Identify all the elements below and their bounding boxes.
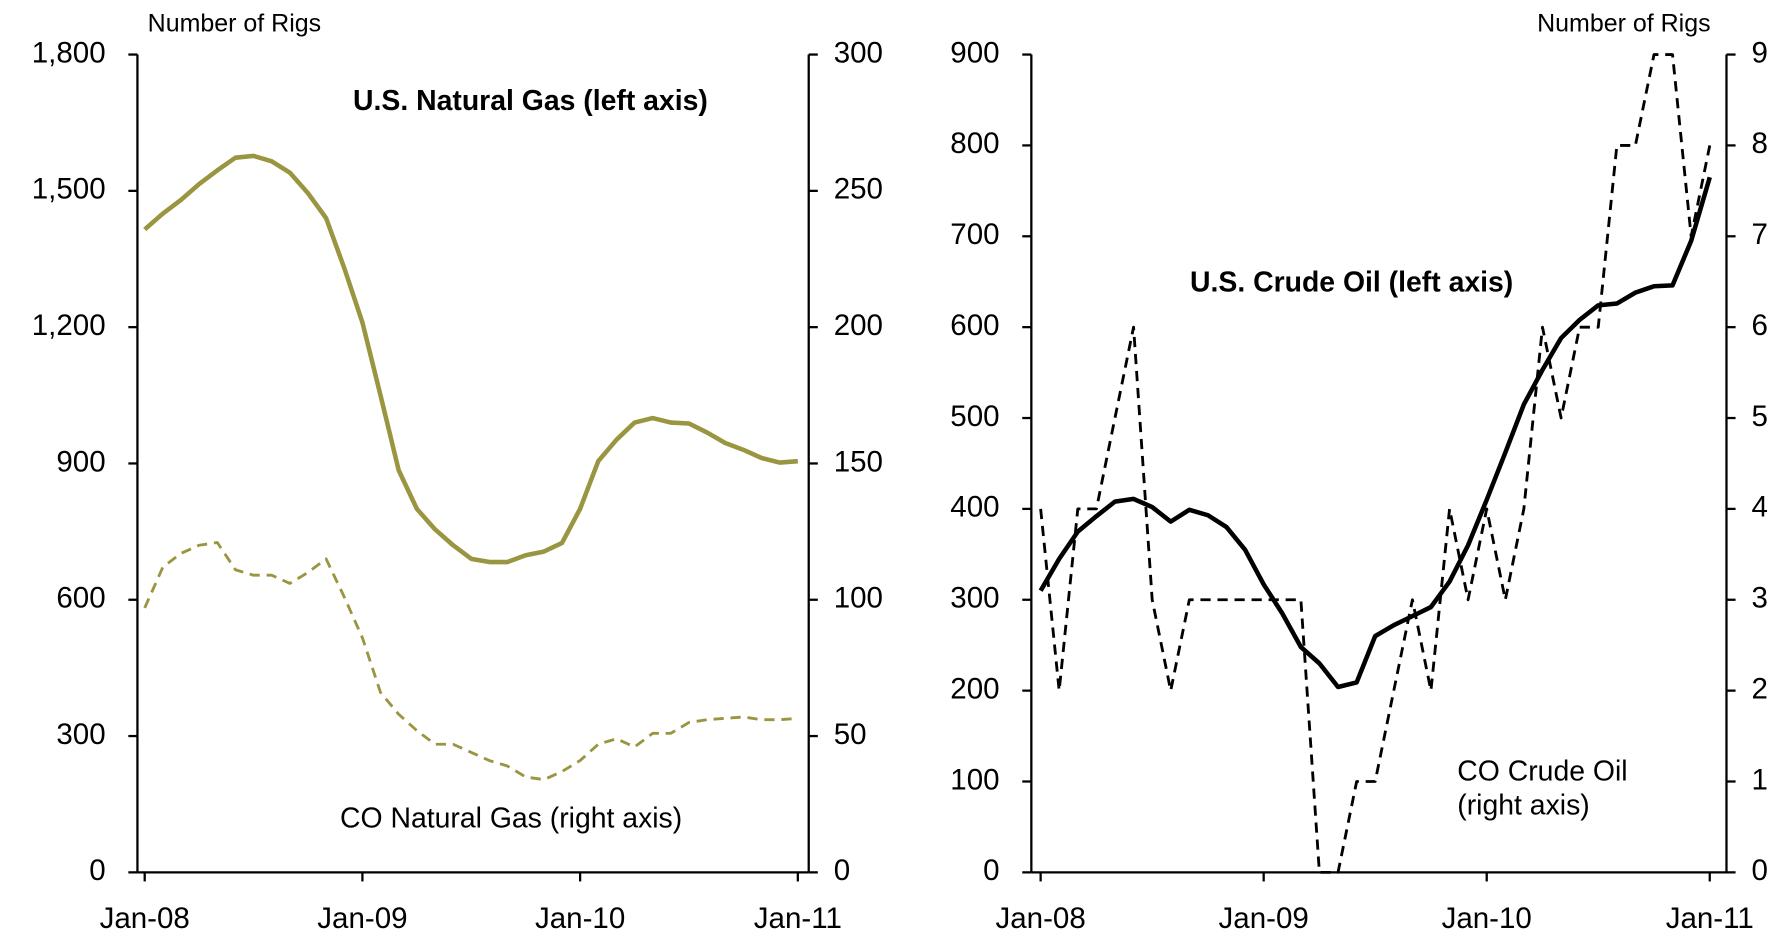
y-tick-label: 0: [983, 854, 999, 887]
y2-tick-label: 0: [1751, 854, 1767, 887]
x-tick-label: Jan-08: [996, 902, 1086, 935]
y2-tick-label: 150: [834, 445, 883, 478]
y-tick-label: 1,200: [32, 309, 106, 342]
series-line: [1038, 176, 1712, 690]
y-tick-label: 1,500: [32, 173, 106, 206]
y-tick-label: 300: [950, 582, 999, 615]
x-tick-label: Jan-10: [1442, 902, 1532, 935]
y2-tick-label: 100: [834, 582, 883, 615]
y-tick-label: 900: [56, 445, 105, 478]
y2-tick-label: 6: [1751, 309, 1767, 342]
y-tick-label: 900: [950, 36, 999, 69]
y-tick-label: 1,800: [32, 36, 106, 69]
y2-tick-label: 300: [834, 36, 883, 69]
x-tick-label: Jan-08: [100, 902, 190, 935]
y-tick-label: 100: [950, 763, 999, 796]
y2-tick-label: 8: [1751, 127, 1767, 160]
y2-tick-label: 3: [1751, 582, 1767, 615]
x-tick-label: Jan-11: [754, 902, 842, 935]
y2-tick-label: 5: [1751, 400, 1767, 433]
y-tick-label: 400: [950, 491, 999, 524]
y-tick-label: 200: [950, 672, 999, 705]
x-tick-label: Jan-09: [1219, 902, 1309, 935]
y-tick-label: 300: [56, 718, 105, 751]
series-line: [143, 541, 798, 782]
y-unit-label: Number of Rigs: [1537, 10, 1710, 38]
y-tick-label: 500: [950, 400, 999, 433]
series-label: U.S. Crude Oil (left axis): [1190, 266, 1513, 298]
series-label-line: (right axis): [1457, 789, 1589, 821]
y2-tick-label: 2: [1751, 672, 1767, 705]
y-tick-label: 600: [950, 309, 999, 342]
y2-tick-label: 0: [834, 854, 850, 887]
y-tick-label: 700: [950, 218, 999, 251]
y-tick-label: 600: [56, 582, 105, 615]
series-line: [143, 153, 798, 565]
y2-tick-label: 1: [1751, 763, 1767, 796]
y-tick-label: 0: [89, 854, 105, 887]
x-tick-label: Jan-10: [535, 902, 625, 935]
y-tick-label: 800: [950, 127, 999, 160]
series-label: U.S. Natural Gas (left axis): [353, 85, 708, 117]
x-tick-label: Jan-11: [1666, 902, 1754, 935]
series-label: CO Natural Gas (right axis): [340, 803, 682, 835]
y-unit-label: Number of Rigs: [148, 10, 321, 38]
y2-tick-label: 4: [1751, 491, 1767, 524]
y2-tick-label: 9: [1751, 36, 1767, 69]
series-line: [1039, 53, 1712, 874]
y2-tick-label: 7: [1751, 218, 1767, 251]
series-label-line: CO Crude Oil: [1457, 755, 1627, 787]
y2-tick-label: 200: [834, 309, 883, 342]
y2-tick-label: 250: [834, 173, 883, 206]
y2-tick-label: 50: [834, 718, 867, 751]
x-tick-label: Jan-09: [317, 902, 407, 935]
series-label: CO Crude Oil (right axis): [1457, 755, 1627, 821]
